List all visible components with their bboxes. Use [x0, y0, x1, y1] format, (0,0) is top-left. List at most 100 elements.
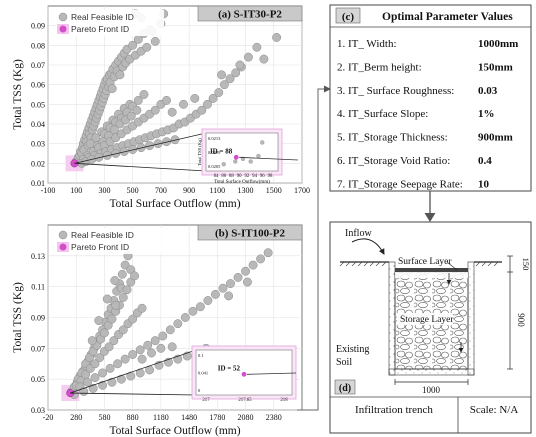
feasible-point	[105, 363, 115, 373]
feasible-point	[137, 303, 147, 313]
panel-label-box	[197, 224, 303, 241]
x-tick-label: 1700	[294, 186, 310, 195]
param-value: 0.4	[478, 155, 492, 167]
inflow-arrow	[351, 238, 385, 255]
surface-layer-label: Surface Layer	[398, 256, 452, 267]
feasible-point	[111, 300, 121, 310]
inset-pareto-point	[241, 371, 247, 377]
feasible-point	[225, 74, 235, 84]
inset-point	[221, 162, 226, 167]
feasible-point	[241, 266, 251, 276]
feasible-point	[99, 328, 109, 338]
x-tick-label: 1180	[153, 413, 169, 422]
inset-id-label: ID = 88	[210, 147, 233, 155]
feasible-point	[190, 93, 200, 103]
y-tick-label: 0.04	[31, 120, 45, 129]
x-tick-label: 1780	[209, 413, 225, 422]
feasible-point	[87, 336, 97, 346]
berm-dimension: 150	[521, 258, 531, 271]
feasible-point	[252, 42, 262, 52]
x-tick-label: -100	[41, 186, 56, 195]
feasible-point	[259, 54, 269, 64]
y-axis-label: Total TSS (Kg)	[12, 282, 24, 353]
feasible-point	[95, 353, 105, 363]
param-value: 1%	[478, 108, 495, 120]
x-axis-label: Total Surface Outflow (mm)	[109, 198, 240, 210]
diagram-caption: Infiltration trench	[355, 404, 433, 416]
inset-x-tick: 86	[221, 174, 226, 179]
feasible-point	[203, 296, 213, 305]
inset-x-tick: 217	[202, 398, 210, 403]
feasible-point	[90, 373, 100, 383]
feasible-point	[226, 279, 235, 289]
feasible-point	[165, 325, 175, 335]
parameter-panel: (c) Optimal Parameter Values 1. IT_ Widt…	[329, 4, 532, 192]
feasible-point	[208, 93, 218, 103]
existing-soil-label-2: Soil	[336, 357, 352, 368]
feasible-point	[219, 80, 229, 90]
zoom-line	[70, 349, 197, 394]
param-value: 150mm	[478, 61, 513, 73]
feasible-point	[90, 359, 100, 369]
y-tick-label: 0.06	[31, 81, 45, 90]
trench-diagram: Inflow Surface Layer Storage Layer Exist…	[329, 221, 532, 434]
x-tick-label: 580	[98, 413, 110, 422]
storage-dimension: 900	[516, 313, 526, 327]
inset-point	[260, 140, 265, 145]
legend-marker-feasible	[58, 230, 68, 240]
y-tick-label: 0.05	[31, 375, 45, 384]
feasible-point	[150, 36, 160, 46]
feasible-point	[135, 345, 145, 355]
legend-label-feasible: Real Feasible ID	[71, 230, 134, 240]
feasible-point	[235, 60, 245, 70]
feasible-point	[132, 105, 142, 115]
feasible-point	[139, 90, 149, 99]
feasible-point	[102, 294, 112, 304]
feasible-point	[263, 248, 273, 258]
y-tick-label: 0.07	[31, 344, 45, 353]
feasible-point	[107, 377, 117, 387]
inset-y-label: Total TSS (Kg)	[197, 138, 202, 166]
param-name: 3. IT_ Surface Roughness:	[337, 85, 454, 97]
x-tick-label: 100	[70, 186, 82, 195]
panel-label: (b) S-IT100-P2	[215, 228, 285, 240]
x-tick-label: 1500	[266, 186, 282, 195]
feasible-point	[117, 269, 127, 279]
storage-layer-label: Storage Layer	[400, 315, 454, 325]
feasible-point	[122, 285, 132, 295]
feasible-point	[167, 342, 177, 352]
y-axis-label: Total TSS (Kg)	[12, 59, 24, 130]
inset-x-tick: 96	[260, 174, 265, 179]
feasible-point	[120, 354, 130, 364]
legend-box	[56, 228, 164, 254]
feasible-point	[147, 348, 156, 358]
inset-x-tick: 92	[244, 174, 249, 179]
x-tick-label: 300	[98, 186, 110, 195]
feasible-point	[128, 350, 138, 359]
feasible-point	[217, 70, 227, 80]
inset-point	[256, 153, 261, 159]
feasible-point	[248, 260, 258, 270]
y-tick-label: 0.03	[31, 406, 45, 415]
inset-x-tick: 88	[229, 174, 234, 179]
feasible-point	[94, 316, 104, 326]
inset-plot	[205, 132, 279, 172]
feasible-point	[214, 88, 224, 97]
x-tick-label: 1100	[209, 186, 225, 195]
inset-link-line	[239, 156, 299, 161]
inset-x-tick: 90	[237, 174, 242, 179]
inset-x-tick: 217.65	[238, 398, 252, 403]
param-value: 0.03	[478, 85, 498, 97]
feasible-point	[243, 52, 253, 62]
feasible-point	[162, 95, 171, 105]
param-name: 1. IT_ Width:	[337, 38, 397, 50]
param-value: 10	[478, 178, 490, 190]
feasible-point	[150, 105, 160, 115]
feasible-point	[180, 313, 190, 322]
inset-pareto-point	[233, 154, 239, 160]
param-label: (c)	[342, 11, 355, 23]
x-tick-label: 280	[70, 413, 82, 422]
x-tick-label: 700	[155, 186, 167, 195]
param-title: Optimal Parameter Values	[382, 11, 513, 23]
inset-y-tick: 0	[198, 388, 201, 393]
